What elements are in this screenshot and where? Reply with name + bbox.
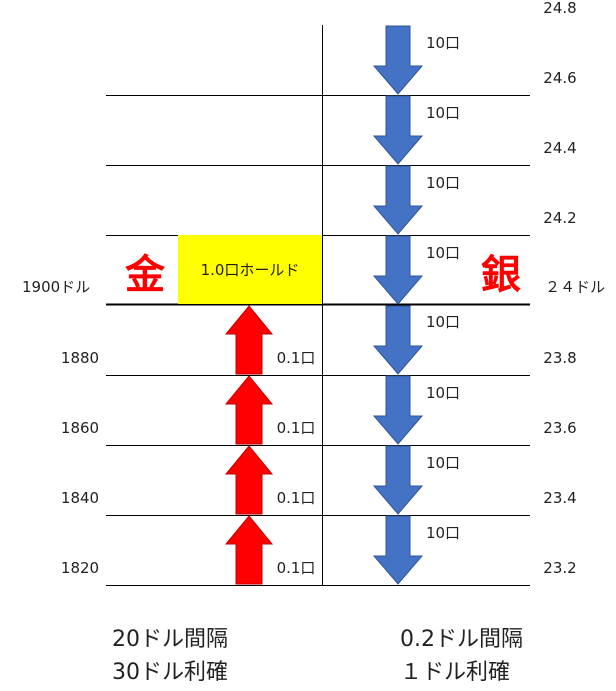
silver-title: 銀: [481, 252, 521, 298]
sell-label: 10口: [426, 454, 460, 472]
sell-label: 10口: [426, 244, 460, 262]
up-arrow-icon: [224, 445, 274, 515]
silver-level: 24.4: [543, 139, 576, 157]
gold-level: 1820: [61, 559, 99, 577]
gold-levels: 1880 1860 1840 1820: [61, 349, 99, 577]
down-arrow-icon: [372, 95, 424, 165]
gold-title: 金: [124, 252, 166, 298]
gold-level: 1860: [61, 419, 99, 437]
silver-level: 23.6: [543, 419, 576, 437]
down-arrow-icon: [372, 375, 424, 445]
silver-takeprofit-text: １ドル利確: [400, 660, 510, 685]
sell-label: 10口: [426, 34, 460, 52]
buy-label: 0.1口: [277, 489, 316, 507]
buy-label: 0.1口: [277, 419, 316, 437]
hold-label: 1.0口ホールド: [201, 261, 300, 279]
gold-buy-arrows: [224, 305, 274, 585]
silver-sell-arrows: [372, 25, 424, 585]
gold-price-label: 1900ドル: [22, 278, 90, 296]
gold-level: 1880: [61, 349, 99, 367]
down-arrow-icon: [372, 515, 424, 585]
down-arrow-icon: [372, 235, 424, 305]
down-arrow-icon: [372, 305, 424, 375]
down-arrow-icon: [372, 25, 424, 95]
sell-label: 10口: [426, 313, 460, 331]
silver-price-label: ２４ドル: [545, 278, 605, 296]
sell-label: 10口: [426, 524, 460, 542]
buy-label: 0.1口: [277, 349, 316, 367]
hold-box: [178, 235, 322, 304]
up-arrow-icon: [224, 515, 274, 585]
gold-buy-labels: 0.1口 0.1口 0.1口 0.1口: [277, 349, 316, 577]
silver-level: 23.8: [543, 349, 576, 367]
silver-levels: 24.8 24.6 24.4 24.2 23.8 23.6 23.4 23.2: [543, 0, 576, 577]
silver-level: 24.8: [543, 0, 576, 17]
gold-interval-text: 20ドル間隔: [112, 627, 228, 652]
silver-level: 24.6: [543, 69, 576, 87]
up-arrow-icon: [224, 375, 274, 445]
gold-level: 1840: [61, 489, 99, 507]
buy-label: 0.1口: [277, 559, 316, 577]
sell-label: 10口: [426, 384, 460, 402]
silver-interval-text: 0.2ドル間隔: [400, 627, 523, 652]
silver-sell-labels: 10口 10口 10口 10口 10口 10口 10口 10口: [426, 34, 460, 542]
grid-lines: [106, 25, 530, 586]
up-arrow-icon: [224, 305, 274, 375]
silver-level: 24.2: [543, 209, 576, 227]
down-arrow-icon: [372, 445, 424, 515]
sell-label: 10口: [426, 174, 460, 192]
sell-label: 10口: [426, 104, 460, 122]
gold-takeprofit-text: 30ドル利確: [112, 660, 228, 685]
silver-level: 23.4: [543, 489, 576, 507]
down-arrow-icon: [372, 165, 424, 235]
silver-level: 23.2: [543, 559, 576, 577]
